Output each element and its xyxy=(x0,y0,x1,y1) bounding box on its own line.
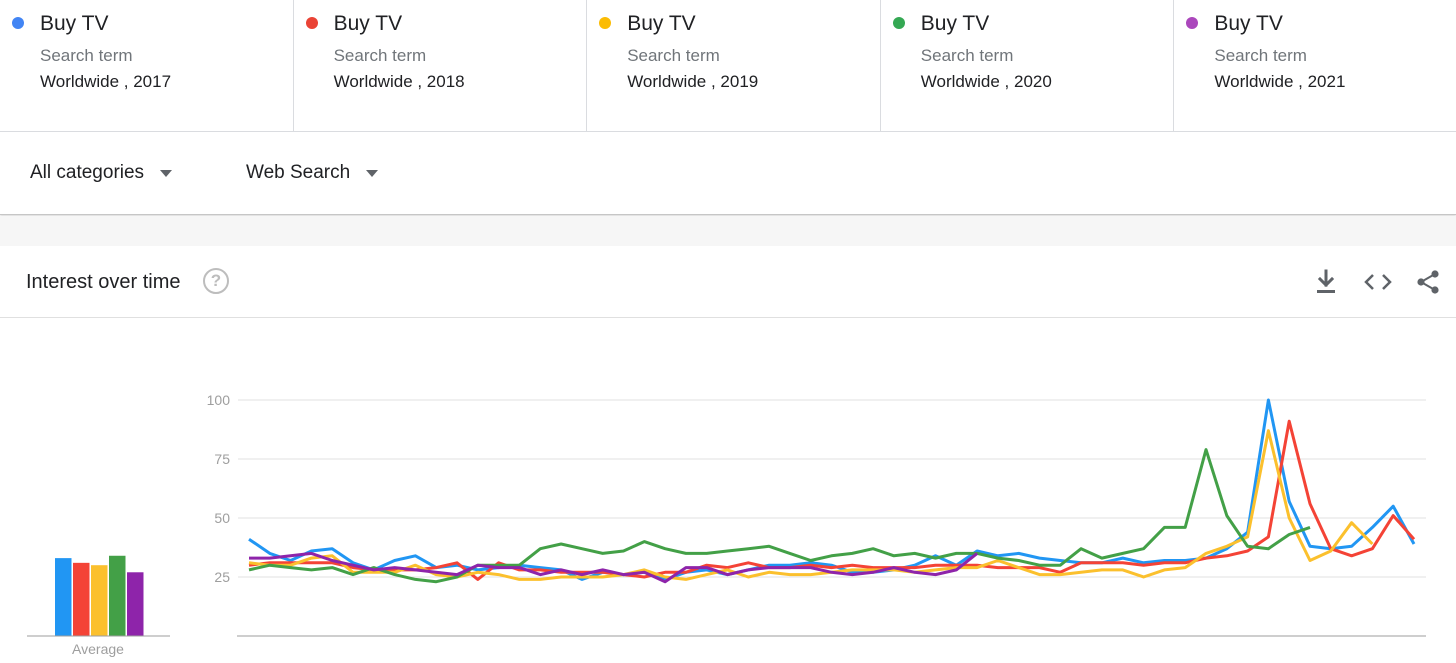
term-name: Buy TV xyxy=(920,12,990,35)
term-type: Search term xyxy=(333,46,427,65)
term-type: Search term xyxy=(1214,46,1307,65)
term-region[interactable]: Worldwide , 2021 xyxy=(1214,72,1346,91)
card-title: Interest over time xyxy=(26,271,181,293)
term-card[interactable]: Buy TV Search term Worldwide , 2021 xyxy=(1174,0,1456,131)
term-name: Buy TV xyxy=(1214,12,1283,35)
series-line xyxy=(249,551,979,584)
interest-chart-svg: 25 50 75 100 Average xyxy=(27,392,1426,657)
term-card[interactable]: Buy TV Search term Worldwide , 2019 xyxy=(587,0,881,131)
y-tick-label: 25 xyxy=(214,569,230,585)
average-bar xyxy=(55,558,72,636)
category-dropdown-label: All categories xyxy=(30,162,145,183)
search-type-dropdown[interactable]: Web Search xyxy=(246,162,379,184)
term-region[interactable]: Worldwide , 2020 xyxy=(920,72,1052,91)
y-tick-label: 50 xyxy=(214,510,230,526)
series-color-dot xyxy=(892,17,905,29)
y-tick-label: 75 xyxy=(214,451,230,467)
term-type: Search term xyxy=(40,46,133,65)
term-name: Buy TV xyxy=(627,12,696,35)
term-type: Search term xyxy=(627,46,720,65)
interest-card-header: Interest over time ? xyxy=(0,246,1456,318)
embed-code-icon[interactable] xyxy=(1364,268,1392,296)
term-region[interactable]: Worldwide , 2019 xyxy=(627,72,759,91)
caret-down-icon xyxy=(160,169,173,177)
term-name: Buy TV xyxy=(40,12,109,35)
term-region[interactable]: Worldwide , 2018 xyxy=(333,72,465,91)
series-line xyxy=(248,448,1311,584)
y-tick-label: 100 xyxy=(207,392,231,408)
term-region[interactable]: Worldwide , 2017 xyxy=(40,72,172,91)
interest-chart: 25 50 75 100 Average xyxy=(0,318,1456,663)
series-color-dot xyxy=(12,17,24,29)
series-line xyxy=(248,419,1416,581)
average-bar xyxy=(109,555,126,636)
series-line xyxy=(248,429,1374,581)
term-card[interactable]: Buy TV Search term Worldwide , 2020 xyxy=(881,0,1175,131)
help-circle-icon[interactable]: ? xyxy=(203,268,229,294)
section-gap xyxy=(0,216,1456,246)
series-color-dot xyxy=(1186,17,1199,29)
category-dropdown[interactable]: All categories xyxy=(30,162,173,184)
download-icon[interactable] xyxy=(1312,268,1340,296)
term-name: Buy TV xyxy=(333,12,403,35)
average-bar xyxy=(127,572,144,636)
filter-bar: All categories Web Search xyxy=(0,132,1456,215)
term-type: Search term xyxy=(920,46,1014,65)
caret-down-icon xyxy=(366,169,379,177)
search-terms-bar: Buy TV Search term Worldwide , 2017 Buy … xyxy=(0,0,1456,132)
term-card[interactable]: Buy TV Search term Worldwide , 2017 xyxy=(0,0,294,131)
share-icon[interactable] xyxy=(1414,268,1442,296)
average-bar xyxy=(73,562,90,636)
average-bar xyxy=(91,565,108,636)
search-type-dropdown-label: Web Search xyxy=(246,162,351,183)
series-color-dot xyxy=(599,17,612,29)
average-label: Average xyxy=(72,641,124,657)
series-color-dot xyxy=(305,17,318,29)
term-card[interactable]: Buy TV Search term Worldwide , 2018 xyxy=(294,0,588,131)
